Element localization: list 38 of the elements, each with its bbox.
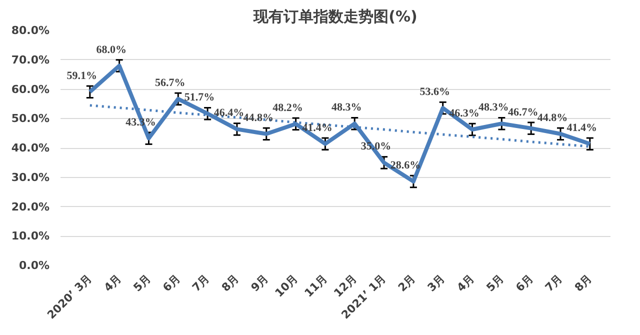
x-tick-label: 6月 [513,272,536,294]
data-label: 48.2% [272,102,303,114]
y-tick-label: 30.0% [11,170,50,184]
y-tick-label: 80.0% [11,24,50,37]
x-tick-label: 6月 [160,272,183,294]
x-tick-label: 4月 [454,272,477,294]
x-tick-label: 8月 [572,272,595,294]
data-label: 59.1% [66,70,98,82]
y-tick-label: 40.0% [11,142,50,154]
x-tick-label: 8月 [219,272,242,294]
data-label: 56.7% [155,76,186,89]
data-label: 44.8% [243,112,274,124]
y-tick-label: 60.0% [11,82,50,96]
y-tick-label: 0.0% [18,259,50,272]
x-tick-label: 3月 [425,272,448,294]
data-label: 51.7% [184,92,215,104]
chart-title: 现有订单指数走势图(%) [252,8,418,26]
data-label: 48.3% [478,102,509,114]
x-tick-label: 11月 [302,272,330,300]
x-tick-label: 9月 [248,272,271,294]
data-label: 41.4% [566,122,598,134]
x-tick-label: 7月 [190,272,212,294]
y-tick-label: 10.0% [11,230,50,243]
x-tick-label: 7月 [542,272,566,294]
data-label: 46.4% [214,107,244,120]
y-tick-label: 50.0% [11,112,50,126]
data-label: 46.7% [508,106,538,118]
x-tick-label: 2月 [396,272,418,294]
x-tick-label: 5月 [484,272,506,294]
data-label: 48.3% [331,102,362,114]
x-tick-label: 10月 [272,272,300,300]
y-tick-label: 20.0% [11,200,50,214]
y-tick-label: 70.0% [11,53,50,66]
x-tick-label: 5月 [130,272,154,294]
data-label: 68.0% [96,44,126,56]
x-tick-label: 4月 [102,272,124,294]
data-label: 44.8% [537,112,568,124]
data-label: 53.6% [420,86,450,98]
